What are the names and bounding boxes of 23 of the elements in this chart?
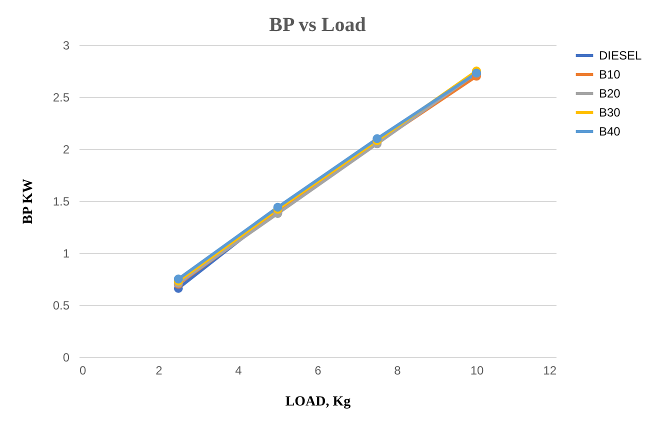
legend-label: B40 bbox=[599, 124, 621, 138]
x-tick-label: 2 bbox=[156, 364, 163, 378]
legend-label: B10 bbox=[599, 68, 621, 82]
x-tick-label: 12 bbox=[543, 364, 557, 378]
x-tick-label: 0 bbox=[80, 364, 86, 378]
y-axis-title: BP KW bbox=[20, 178, 36, 224]
legend-label: DIESEL bbox=[599, 48, 642, 62]
y-tick-label: 0.5 bbox=[52, 298, 70, 312]
x-tick-label: 4 bbox=[235, 364, 242, 378]
x-tick-label: 6 bbox=[314, 364, 322, 378]
x-axis-title: LOAD, Kg bbox=[285, 394, 351, 410]
x-tick-label: 10 bbox=[470, 364, 484, 378]
chart-title: BP vs Load bbox=[269, 14, 366, 36]
x-tick-label: 8 bbox=[394, 364, 402, 378]
y-tick-label: 2.5 bbox=[52, 90, 70, 104]
y-tick-label: 1.5 bbox=[52, 194, 70, 208]
y-tick-label: 0 bbox=[62, 350, 70, 364]
legend-label: B20 bbox=[599, 86, 621, 100]
legend-label: B30 bbox=[599, 106, 621, 120]
y-tick-label: 3 bbox=[62, 38, 70, 52]
y-tick-label: 1 bbox=[62, 246, 70, 260]
y-tick-label: 2 bbox=[62, 142, 70, 156]
point bbox=[174, 274, 183, 284]
